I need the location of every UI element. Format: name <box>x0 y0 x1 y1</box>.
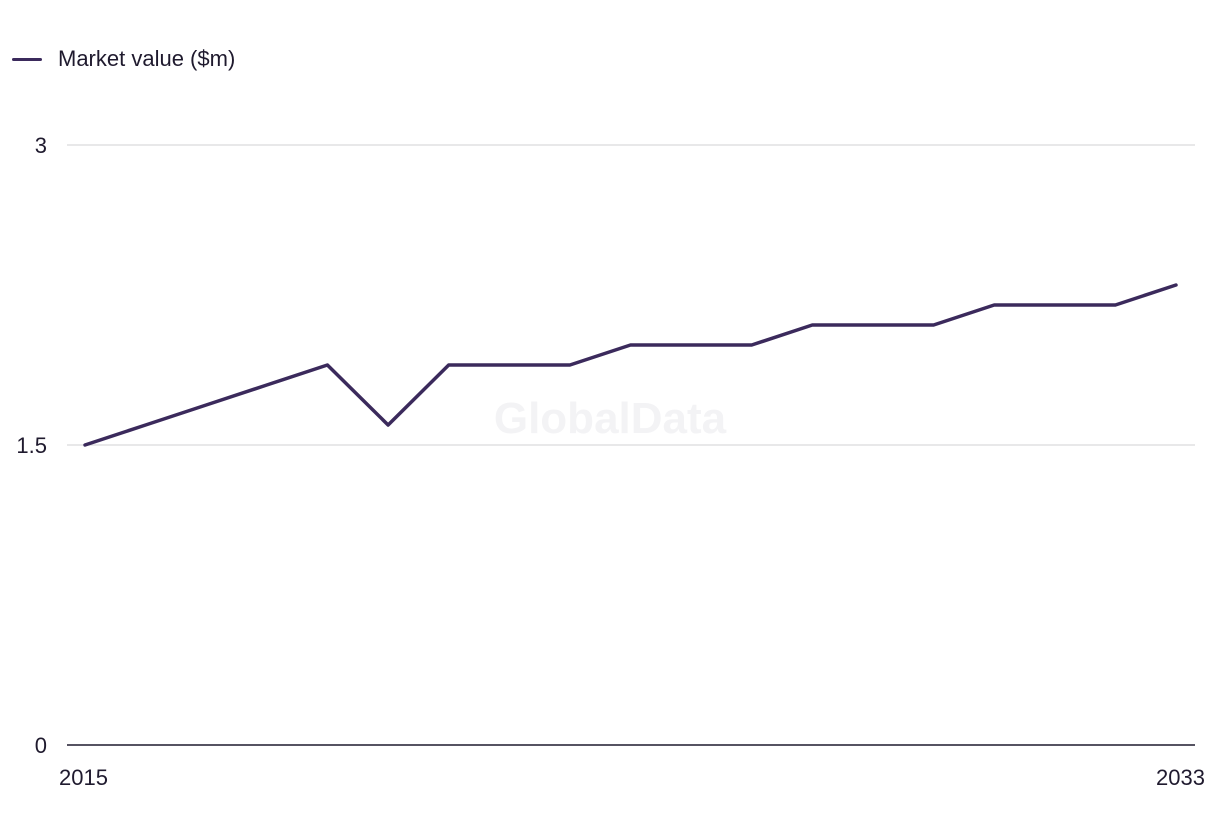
x-tick-label: 2033 <box>1156 765 1205 790</box>
legend: Market value ($m) <box>12 46 235 72</box>
y-tick-label: 0 <box>35 733 47 758</box>
legend-label: Market value ($m) <box>58 46 236 71</box>
tick-labels: 0 1.5 3 2015 2033 <box>16 133 1205 790</box>
series-line <box>83 283 1178 447</box>
y-tick-label: 3 <box>35 133 47 158</box>
gridlines <box>67 144 1195 446</box>
x-tick-label: 2015 <box>59 765 108 790</box>
legend-swatch <box>12 57 42 61</box>
y-tick-label: 1.5 <box>16 433 47 458</box>
series <box>83 283 1178 447</box>
watermark: GlobalData <box>494 394 727 443</box>
